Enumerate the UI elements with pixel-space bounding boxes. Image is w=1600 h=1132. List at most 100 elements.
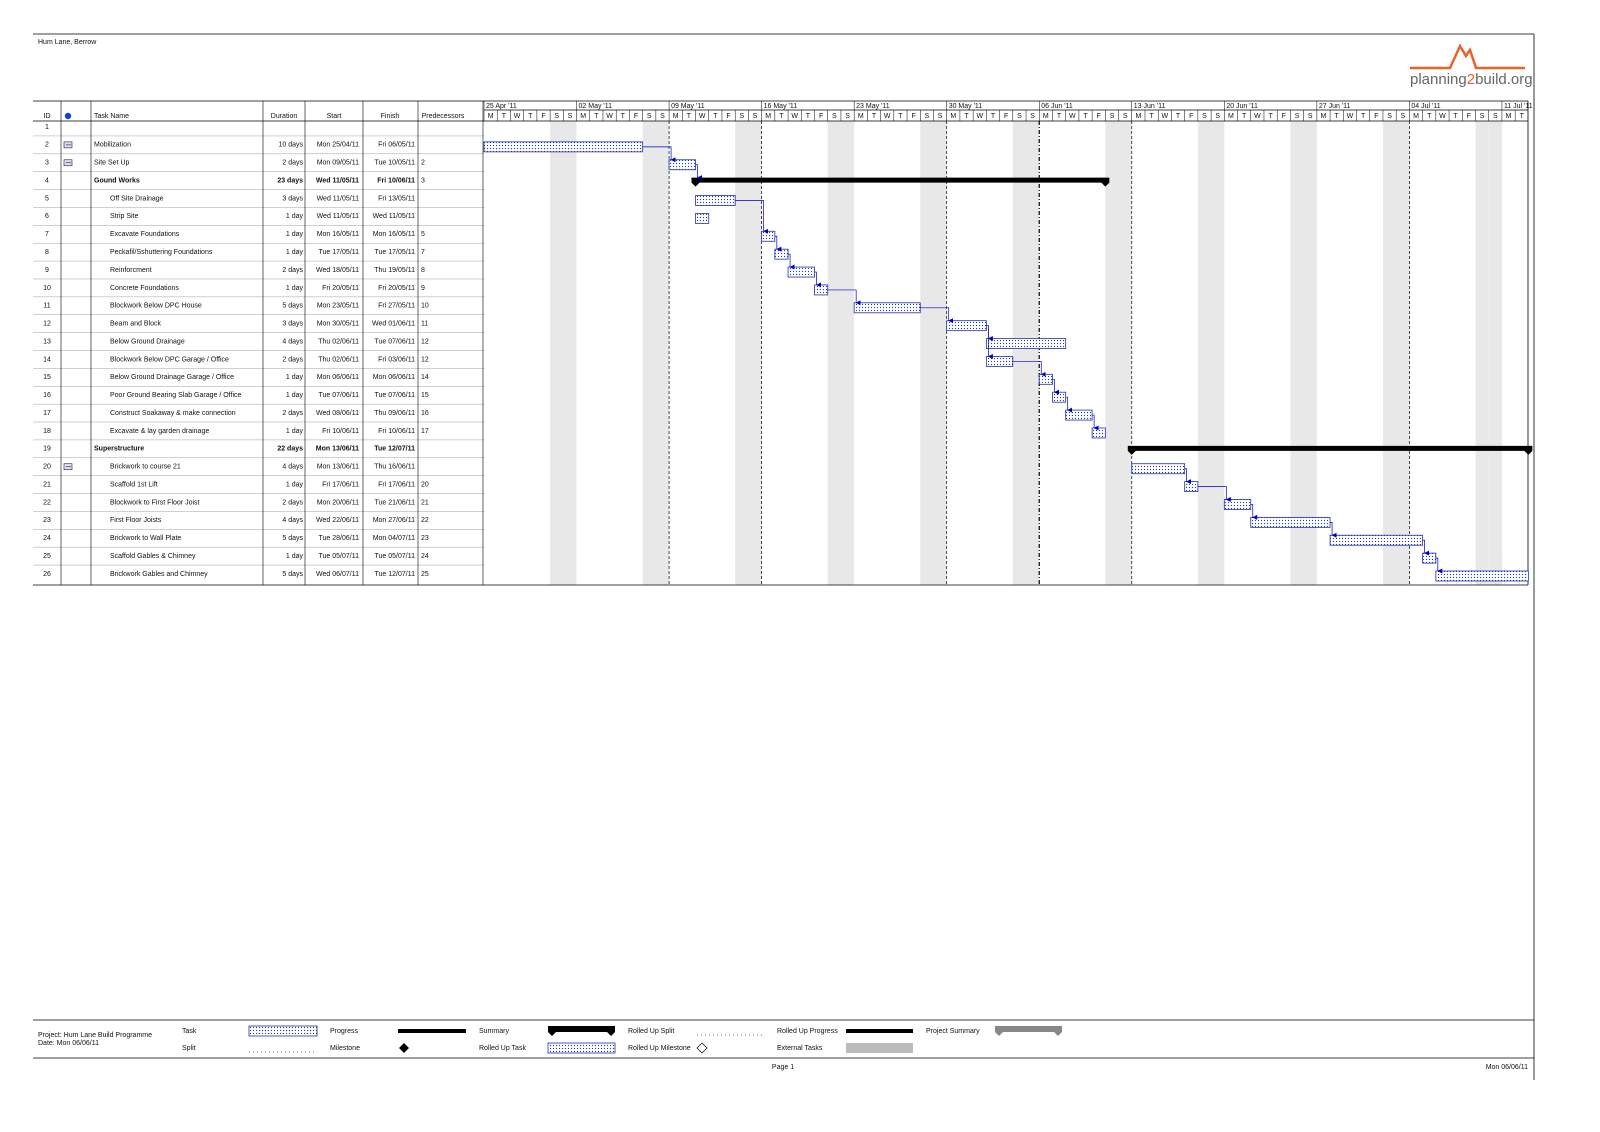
day-label: M <box>765 113 771 120</box>
task-id: 19 <box>43 446 51 453</box>
week-label: 20 Jun '11 <box>1226 103 1258 110</box>
day-label: W <box>1069 113 1076 120</box>
logo-part: 2 <box>1467 71 1475 88</box>
weekend-shade <box>920 121 934 585</box>
task-duration: 1 day <box>286 249 304 256</box>
task-finish: Mon 27/06/11 <box>373 517 415 524</box>
day-label: S <box>739 113 744 120</box>
task-start: Wed 11/05/11 <box>316 177 359 184</box>
task-predecessors: 11 <box>421 321 428 328</box>
task-name: Excavate Foundations <box>110 231 180 238</box>
task-finish: Fri 13/05/11 <box>378 195 415 202</box>
day-label: S <box>1308 113 1313 120</box>
task-name: Construct Soakaway & make connection <box>110 410 236 417</box>
task-bar <box>946 320 987 332</box>
weekend-shade <box>1211 121 1225 585</box>
weekend-shade <box>1382 121 1397 585</box>
dependency-link <box>1012 361 1046 377</box>
day-label: T <box>872 113 877 120</box>
day-label: F <box>541 113 545 120</box>
summary-bar <box>1127 445 1533 455</box>
legend-label: Split <box>182 1045 196 1052</box>
day-label: F <box>1189 113 1193 120</box>
task-predecessors: 12 <box>421 338 429 345</box>
dependency-link <box>1092 414 1099 431</box>
col-header: ID <box>44 113 51 120</box>
task-finish: Tue 05/07/11 <box>375 553 416 560</box>
task-duration: 4 days <box>282 464 303 471</box>
task-name: Brickwork to Wall Plate <box>110 535 181 542</box>
task-id: 21 <box>43 481 51 488</box>
dependency-link <box>642 146 676 163</box>
task-duration: 2 days <box>282 499 303 506</box>
task-duration: 22 days <box>277 446 303 453</box>
day-label: S <box>845 113 850 120</box>
task-duration: 2 days <box>282 267 303 274</box>
task-name: Gound Works <box>94 177 140 184</box>
task-bar <box>1131 463 1186 475</box>
day-label: T <box>779 113 784 120</box>
page-number: Page 1 <box>772 1064 794 1071</box>
day-label: S <box>753 113 758 120</box>
task-bar <box>695 195 736 206</box>
task-name: Reinforcment <box>110 267 152 274</box>
task-start: Fri 17/06/11 <box>322 481 359 488</box>
week-label: 25 Apr '11 <box>486 103 517 110</box>
task-predecessors: 8 <box>421 267 425 274</box>
week-label: 09 May '11 <box>671 103 705 110</box>
task-id: 22 <box>43 499 51 506</box>
legend: Project: Hum Lane Build Programme Date: … <box>33 1019 1534 1059</box>
dependency-link <box>1330 522 1337 538</box>
legend-label: Rolled Up Split <box>628 1028 674 1035</box>
week-label: 02 May '11 <box>579 103 613 110</box>
task-finish: Mon 04/07/11 <box>373 535 415 542</box>
weekend-shade <box>1303 121 1317 585</box>
task-finish: Fri 10/06/11 <box>378 428 415 435</box>
legend-label: Rolled Up Task <box>479 1045 526 1052</box>
day-label: T <box>1242 113 1247 120</box>
task-name: Off Site Drainage <box>110 195 164 202</box>
day-label: F <box>726 113 730 120</box>
task-duration: 4 days <box>282 338 303 345</box>
location: Hum Lane, Berrow <box>38 39 97 46</box>
day-label: F <box>1004 113 1008 120</box>
legend-label: Project Summary <box>926 1028 980 1035</box>
day-label: M <box>1043 113 1049 120</box>
task-id: 10 <box>43 285 51 292</box>
task-start: Mon 23/05/11 <box>317 303 359 310</box>
legend-label: External Tasks <box>777 1045 823 1052</box>
col-header: Task Name <box>94 113 129 120</box>
day-label: M <box>1135 113 1141 120</box>
dependency-link <box>695 164 703 181</box>
task-duration: 10 days <box>278 142 303 149</box>
task-predecessors: 25 <box>421 571 429 578</box>
dependency-link <box>986 325 993 359</box>
day-label: M <box>950 113 956 120</box>
task-id: 15 <box>43 374 51 381</box>
task-id: 20 <box>43 464 51 471</box>
logo-part: build.org <box>1475 71 1533 88</box>
task-duration: 1 day <box>286 392 304 399</box>
legend-swatch <box>248 1025 318 1037</box>
task-duration: 5 days <box>282 303 303 310</box>
day-label: W <box>514 113 521 120</box>
task-name: Below Ground Drainage <box>110 338 185 345</box>
day-label: F <box>912 113 916 120</box>
day-label: S <box>1017 113 1022 120</box>
task-name: Blockwork Below DPC Garage / Office <box>110 356 229 363</box>
day-label: S <box>1387 113 1392 120</box>
task-predecessors: 3 <box>421 177 425 184</box>
week-label: 16 May '11 <box>764 103 798 110</box>
week-label: 13 Jun '11 <box>1134 103 1166 110</box>
day-label: S <box>1030 113 1035 120</box>
weekend-shade <box>735 121 749 585</box>
weekend-shade <box>1118 121 1132 585</box>
task-id: 16 <box>43 392 51 399</box>
task-name: Brickwork Gables and Chimney <box>110 571 208 578</box>
legend-swatch <box>846 1029 913 1033</box>
legend-label: Summary <box>479 1028 509 1035</box>
col-header: Predecessors <box>422 113 465 120</box>
task-start: Tue 28/06/11 <box>319 535 360 542</box>
dependency-link <box>814 271 821 288</box>
